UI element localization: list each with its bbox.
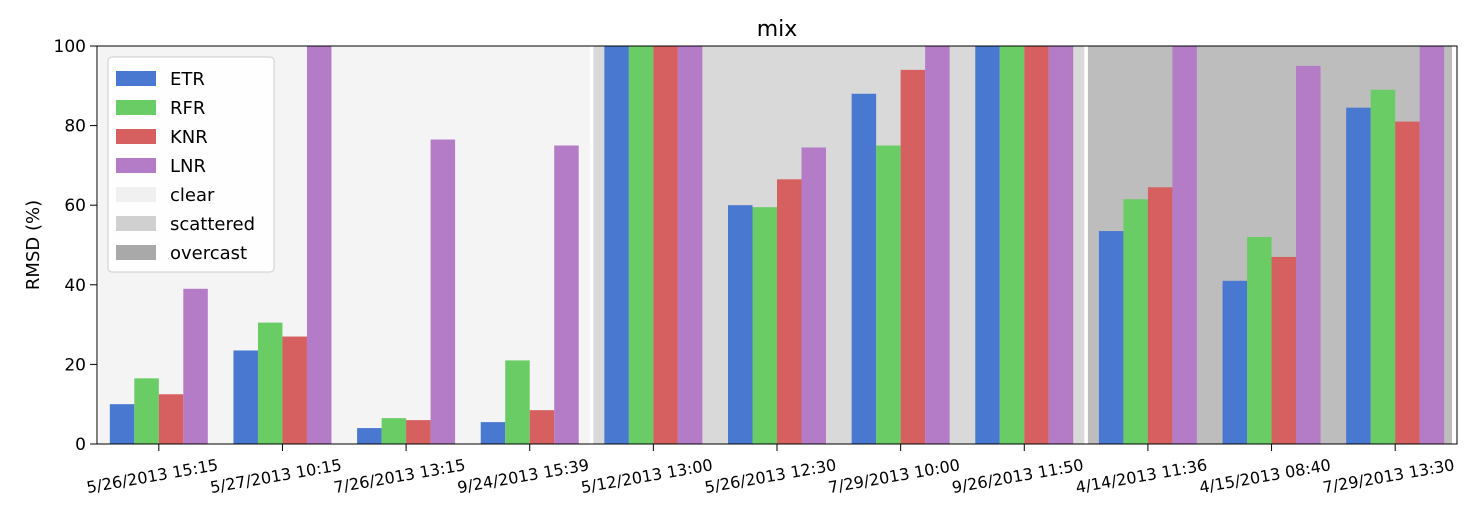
y-tick-label: 0 (75, 435, 86, 455)
x-axis: 5/26/2013 15:155/27/2013 10:157/26/2013 … (85, 444, 1456, 497)
y-tick-label: 100 (54, 37, 86, 57)
x-tick-label: 7/29/2013 10:00 (827, 455, 962, 497)
bar-lnr-4 (677, 46, 703, 444)
bar-knr-7 (1024, 46, 1049, 444)
bar-etr-3 (480, 422, 506, 444)
x-tick-label: 9/24/2013 15:39 (456, 455, 591, 497)
bar-etr-4 (604, 46, 629, 444)
legend-label-clear: clear (170, 185, 215, 206)
legend-label-etr: ETR (170, 69, 205, 90)
bar-lnr-9 (1296, 65, 1321, 445)
y-tick-label: 60 (64, 196, 86, 216)
bar-etr-0 (109, 404, 135, 444)
bar-knr-2 (406, 420, 431, 444)
bar-knr-10 (1395, 121, 1420, 445)
bar-etr-10 (1346, 107, 1371, 444)
legend-swatch-clear (116, 187, 156, 202)
bar-rfr-2 (381, 418, 407, 444)
y-tick-label: 80 (64, 117, 86, 137)
x-tick-label: 7/29/2013 13:30 (1321, 455, 1456, 497)
bar-rfr-6 (876, 145, 901, 444)
bar-knr-9 (1271, 256, 1297, 444)
y-axis: 0 20 40 60 80 100 (54, 37, 97, 455)
chart-title: mix (757, 17, 798, 42)
bar-knr-4 (653, 46, 678, 444)
bar-lnr-10 (1419, 46, 1445, 444)
legend-swatch-scattered (116, 216, 156, 231)
bar-etr-2 (357, 428, 382, 444)
bar-lnr-3 (554, 145, 579, 444)
bar-lnr-1 (306, 46, 332, 444)
bar-rfr-10 (1370, 89, 1396, 444)
legend-label-rfr: RFR (170, 98, 205, 119)
x-tick-label: 5/26/2013 12:30 (703, 455, 838, 497)
bar-rfr-3 (505, 360, 530, 444)
bar-rfr-4 (628, 46, 654, 444)
bar-rfr-0 (134, 378, 159, 444)
bar-etr-8 (1098, 231, 1124, 444)
x-tick-label: 5/12/2013 13:00 (580, 455, 715, 497)
y-tick-label: 40 (64, 276, 86, 296)
bar-lnr-6 (925, 46, 950, 444)
x-tick-label: 4/14/2013 11:36 (1074, 455, 1209, 497)
legend-label-knr: KNR (170, 127, 208, 148)
x-tick-label: 9/26/2013 11:50 (950, 455, 1085, 497)
bar-knr-6 (900, 69, 926, 444)
bar-etr-6 (851, 93, 877, 444)
bar-knr-8 (1147, 187, 1173, 445)
y-axis-label: RMSD (%) (23, 200, 44, 290)
bar-rfr-8 (1123, 199, 1148, 444)
legend: ETR RFR KNR LNR clear scattered overcast (107, 56, 275, 273)
legend-label-overcast: overcast (170, 243, 247, 264)
bar-etr-9 (1222, 280, 1248, 444)
bar-knr-0 (158, 394, 184, 444)
bar-lnr-5 (801, 147, 826, 445)
legend-swatch-lnr (116, 158, 156, 173)
legend-label-lnr: LNR (170, 156, 206, 177)
bar-knr-5 (777, 179, 802, 444)
legend-swatch-etr (116, 71, 156, 86)
y-tick-label: 20 (64, 355, 86, 375)
legend-swatch-overcast (116, 245, 156, 260)
bar-lnr-8 (1172, 46, 1197, 444)
x-tick-label: 7/26/2013 13:15 (332, 455, 467, 497)
bar-lnr-2 (430, 139, 456, 444)
bar-knr-3 (529, 410, 555, 444)
bar-etr-1 (233, 350, 258, 444)
bar-lnr-0 (183, 288, 208, 444)
x-tick-label: 5/27/2013 10:15 (209, 455, 344, 497)
x-tick-label: 5/26/2013 15:15 (85, 455, 220, 497)
legend-label-scattered: scattered (170, 214, 255, 235)
bar-etr-5 (728, 205, 753, 444)
bar-rfr-7 (999, 46, 1025, 444)
legend-swatch-rfr (116, 100, 156, 115)
bar-knr-1 (282, 336, 307, 444)
bar-rfr-9 (1247, 237, 1272, 444)
bars (109, 46, 1445, 445)
bar-rfr-1 (257, 322, 283, 444)
bar-etr-7 (975, 46, 1000, 444)
x-tick-label: 4/15/2013 08:40 (1198, 455, 1333, 497)
legend-swatch-knr (116, 129, 156, 144)
bar-lnr-7 (1048, 46, 1074, 444)
bar-rfr-5 (752, 207, 777, 444)
